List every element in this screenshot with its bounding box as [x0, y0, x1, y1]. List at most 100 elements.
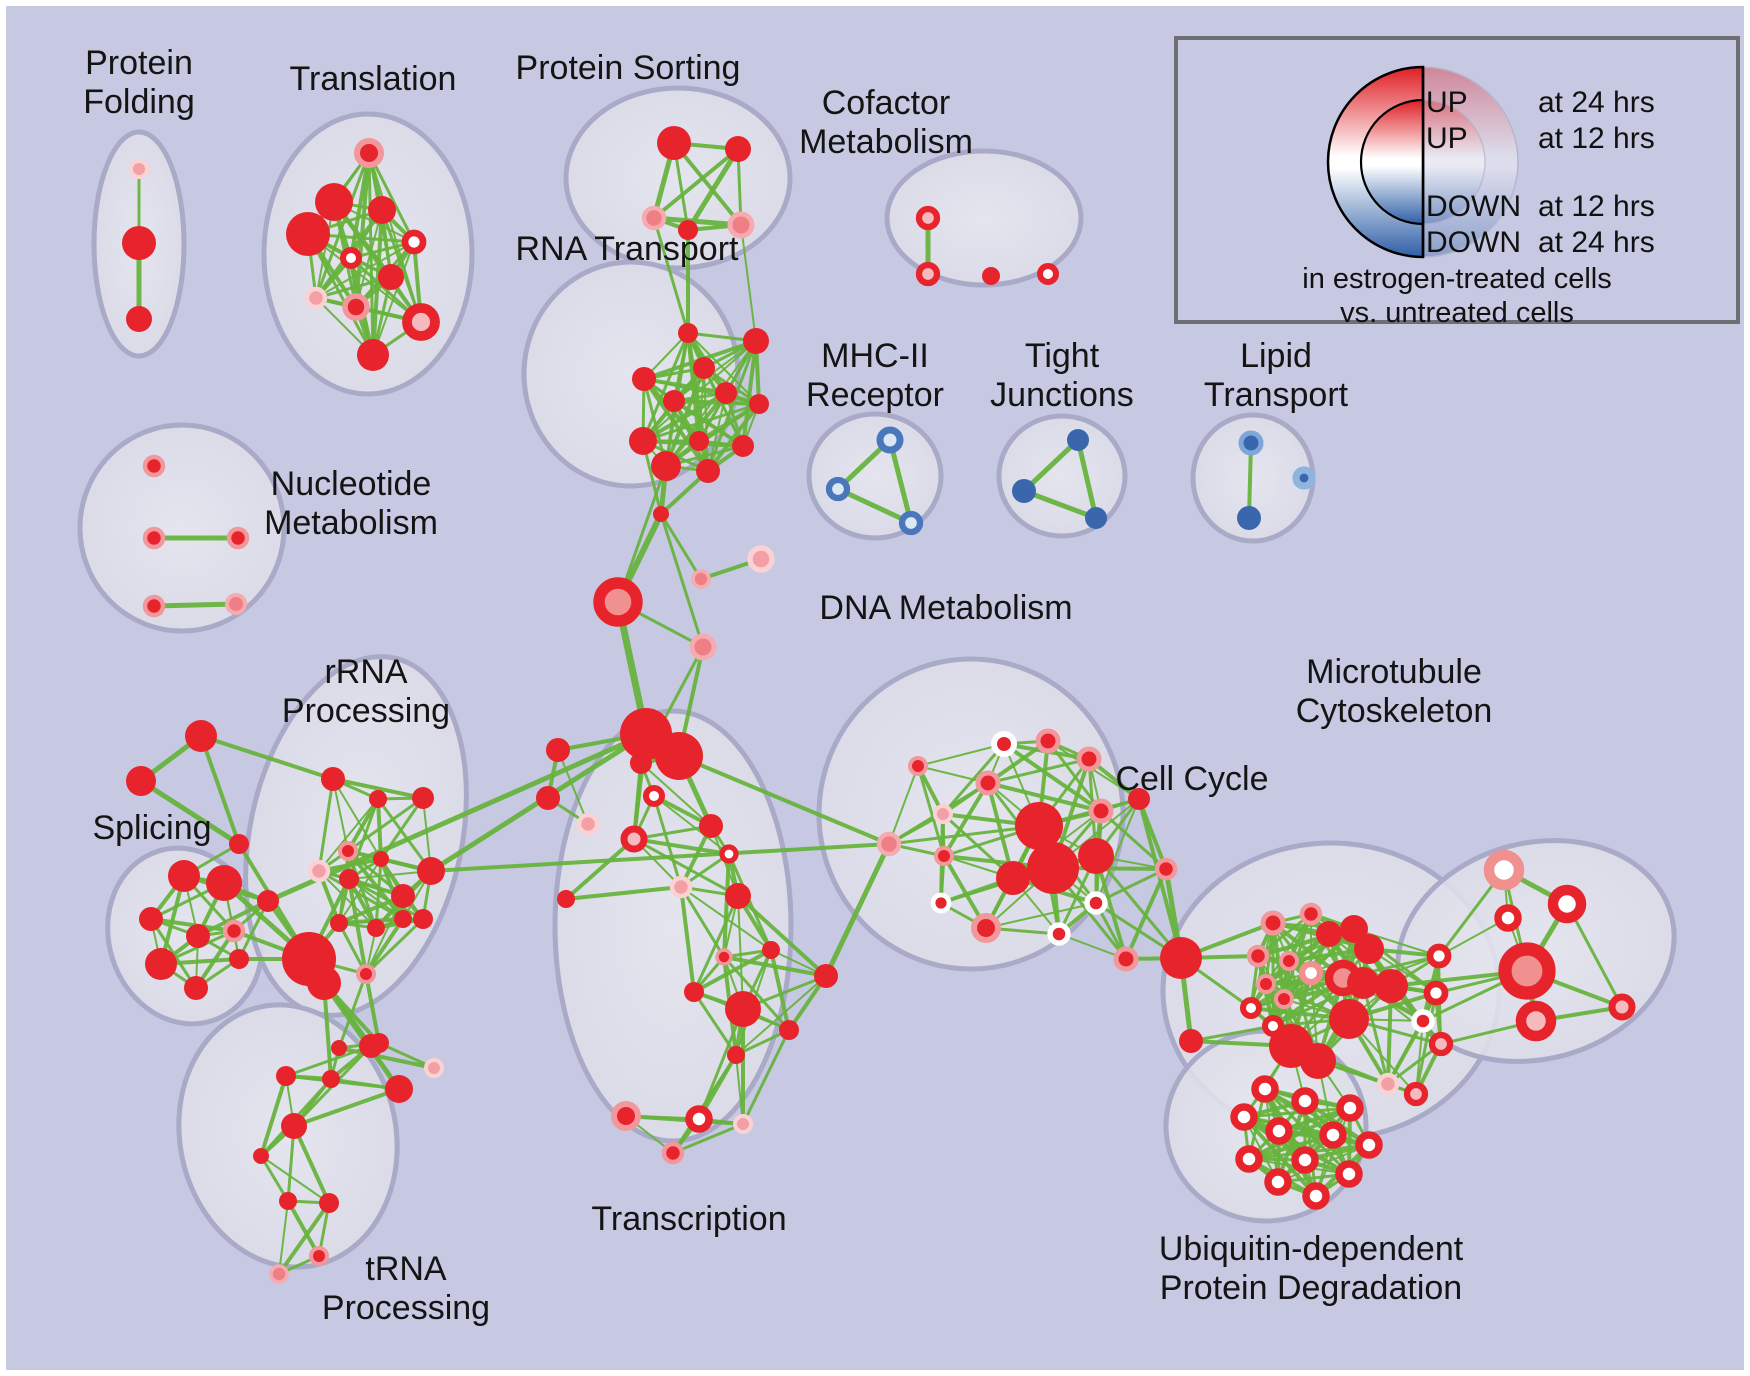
- node-rrna_processing-2[interactable]: [412, 787, 434, 809]
- node-rna_transport-5[interactable]: [715, 382, 737, 404]
- node-transcription-11[interactable]: [814, 964, 838, 988]
- node-trna_processing-4[interactable]: [276, 1066, 296, 1086]
- node-splicing-1[interactable]: [206, 865, 242, 901]
- node-mhc_ii_receptor-2[interactable]: [898, 510, 924, 536]
- node-protein_folding-0[interactable]: [129, 159, 149, 179]
- node-cell_cycle-23[interactable]: [1403, 1081, 1429, 1107]
- node-nucleotide_metabolism-2[interactable]: [226, 526, 250, 550]
- node-splicing-0[interactable]: [168, 860, 200, 892]
- node-cell_cycle-2[interactable]: [1316, 921, 1342, 947]
- node-cell_cycle-16[interactable]: [1300, 1043, 1336, 1079]
- node-protein_sorting-2[interactable]: [641, 205, 667, 231]
- node-hub-10[interactable]: [185, 720, 217, 752]
- node-splicing-4[interactable]: [222, 919, 246, 943]
- node-hub-16[interactable]: [1179, 1029, 1203, 1053]
- node-cell_cycle-0[interactable]: [1260, 910, 1286, 936]
- node-lipid_transport-0[interactable]: [1238, 430, 1264, 456]
- node-cell_cycle-9[interactable]: [1347, 967, 1379, 999]
- node-cell_cycle-19[interactable]: [1423, 980, 1449, 1006]
- node-dna_metabolism-6[interactable]: [930, 892, 952, 914]
- node-transcription-7[interactable]: [557, 890, 575, 908]
- node-translation-4[interactable]: [401, 229, 427, 255]
- node-rrna_processing-10[interactable]: [367, 919, 385, 937]
- node-nucleotide_metabolism-3[interactable]: [142, 594, 166, 618]
- node-rna_transport-10[interactable]: [651, 451, 681, 481]
- node-microtubule_cytoskeleton-2[interactable]: [1494, 904, 1522, 932]
- node-microtubule_cytoskeleton-3[interactable]: [1498, 942, 1556, 1000]
- node-trna_processing-1[interactable]: [281, 1113, 307, 1139]
- node-ubiquitin_degradation-5[interactable]: [1319, 1121, 1347, 1149]
- node-rrna_processing-8[interactable]: [417, 857, 445, 885]
- node-rrna_processing-5[interactable]: [339, 869, 359, 889]
- node-ubiquitin_degradation-7[interactable]: [1235, 1145, 1263, 1173]
- node-dna_metabolism-11[interactable]: [996, 861, 1030, 895]
- node-cell_cycle-3[interactable]: [1340, 915, 1368, 943]
- node-cell_cycle-5[interactable]: [1246, 944, 1270, 968]
- node-transcription-17[interactable]: [733, 1114, 753, 1134]
- node-transcription-13[interactable]: [779, 1020, 799, 1040]
- node-transcription-10[interactable]: [684, 982, 704, 1002]
- node-microtubule_cytoskeleton-1[interactable]: [1547, 884, 1587, 924]
- node-rna_transport-6[interactable]: [749, 394, 769, 414]
- node-cell_cycle-1[interactable]: [1299, 902, 1323, 926]
- node-microtubule_cytoskeleton-4[interactable]: [1515, 1000, 1557, 1042]
- node-translation-10[interactable]: [357, 339, 389, 371]
- node-rna_transport-3[interactable]: [632, 367, 656, 391]
- node-transcription-18[interactable]: [661, 1141, 685, 1165]
- node-trna_processing-0[interactable]: [359, 1034, 383, 1058]
- node-translation-3[interactable]: [286, 212, 330, 256]
- node-protein_sorting-4[interactable]: [727, 211, 755, 239]
- node-dna_metabolism-12[interactable]: [1078, 838, 1114, 874]
- node-splicing-2[interactable]: [139, 907, 163, 931]
- node-transcription-6[interactable]: [725, 883, 751, 909]
- node-dna_metabolism-17[interactable]: [1113, 946, 1139, 972]
- node-transcription-16[interactable]: [685, 1105, 713, 1133]
- node-cell_cycle-12[interactable]: [1240, 997, 1262, 1019]
- node-hub-0[interactable]: [653, 506, 669, 522]
- node-ubiquitin_degradation-0[interactable]: [1251, 1075, 1279, 1103]
- node-dna_metabolism-0[interactable]: [991, 731, 1017, 757]
- node-dna_metabolism-2[interactable]: [1076, 746, 1102, 772]
- node-rrna_processing-11[interactable]: [394, 910, 412, 928]
- node-transcription-3[interactable]: [699, 814, 723, 838]
- node-dna_metabolism-18[interactable]: [908, 756, 928, 776]
- node-rna_transport-4[interactable]: [663, 390, 685, 412]
- node-translation-1[interactable]: [315, 183, 353, 221]
- node-protein_folding-2[interactable]: [126, 306, 152, 332]
- node-translation-2[interactable]: [368, 196, 396, 224]
- node-rrna_processing-4[interactable]: [307, 859, 331, 883]
- node-rrna_processing-14[interactable]: [331, 1040, 347, 1056]
- node-dna_metabolism-3[interactable]: [975, 770, 1001, 796]
- node-rna_transport-0[interactable]: [678, 323, 698, 343]
- node-transcription-14[interactable]: [727, 1046, 745, 1064]
- node-nucleotide_metabolism-4[interactable]: [224, 592, 248, 616]
- node-translation-5[interactable]: [340, 247, 362, 269]
- node-cofactor_metabolism-2[interactable]: [982, 267, 1000, 285]
- node-transcription-2[interactable]: [620, 825, 648, 853]
- node-lipid_transport-1[interactable]: [1237, 506, 1261, 530]
- node-cell_cycle-18[interactable]: [1426, 943, 1452, 969]
- node-cell_cycle-14[interactable]: [1329, 999, 1369, 1039]
- node-hub-6[interactable]: [655, 732, 703, 780]
- node-splicing-8[interactable]: [257, 890, 279, 912]
- node-ubiquitin_degradation-11[interactable]: [1302, 1182, 1330, 1210]
- node-hub-9[interactable]: [576, 812, 600, 836]
- node-splicing-5[interactable]: [145, 948, 177, 980]
- node-ubiquitin_degradation-3[interactable]: [1230, 1103, 1258, 1131]
- node-hub-14[interactable]: [307, 966, 341, 1000]
- node-transcription-9[interactable]: [715, 948, 733, 966]
- node-hub-8[interactable]: [536, 786, 560, 810]
- node-rrna_processing-0[interactable]: [321, 767, 345, 791]
- node-dna_metabolism-10[interactable]: [1027, 842, 1079, 894]
- node-rrna_processing-9[interactable]: [330, 914, 348, 932]
- node-ubiquitin_degradation-10[interactable]: [1335, 1160, 1363, 1188]
- node-ubiquitin_degradation-6[interactable]: [1355, 1131, 1383, 1159]
- node-transcription-1[interactable]: [643, 785, 665, 807]
- node-hub-3[interactable]: [593, 577, 643, 627]
- node-trna_processing-2[interactable]: [322, 1070, 340, 1088]
- node-cofactor_metabolism-3[interactable]: [1037, 263, 1059, 285]
- node-transcription-4[interactable]: [719, 844, 739, 864]
- node-rna_transport-2[interactable]: [693, 357, 715, 379]
- node-tight_junctions-0[interactable]: [1067, 429, 1089, 451]
- node-rna_transport-9[interactable]: [732, 435, 754, 457]
